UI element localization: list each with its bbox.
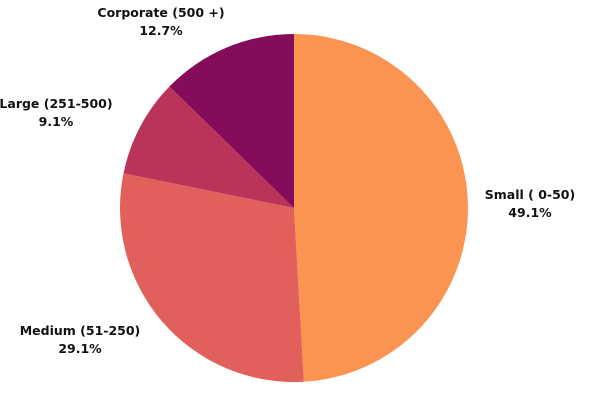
label-medium-percent: 29.1% (58, 341, 102, 356)
pie-slice-large (123, 86, 294, 208)
label-large-name: Large (251-500) (0, 96, 113, 111)
pie-slices (120, 34, 468, 382)
label-small-percent: 49.1% (508, 205, 552, 220)
label-corporate-percent: 12.7% (139, 23, 183, 38)
label-medium: Medium (51-250) 29.1% (20, 322, 141, 358)
label-corporate-name: Corporate (500 +) (97, 5, 225, 20)
label-small-name: Small ( 0-50) (484, 187, 576, 202)
pie-slice-medium (120, 173, 304, 382)
pie-slice-corporate (169, 34, 294, 208)
pie-slice-small (294, 34, 468, 382)
label-large-percent: 9.1% (38, 114, 74, 129)
label-small: Small ( 0-50) 49.1% (485, 186, 575, 222)
label-corporate: Corporate (500 +) 12.7% (97, 4, 224, 40)
label-medium-name: Medium (51-250) (19, 323, 141, 338)
label-large: Large (251-500) 9.1% (0, 95, 113, 131)
